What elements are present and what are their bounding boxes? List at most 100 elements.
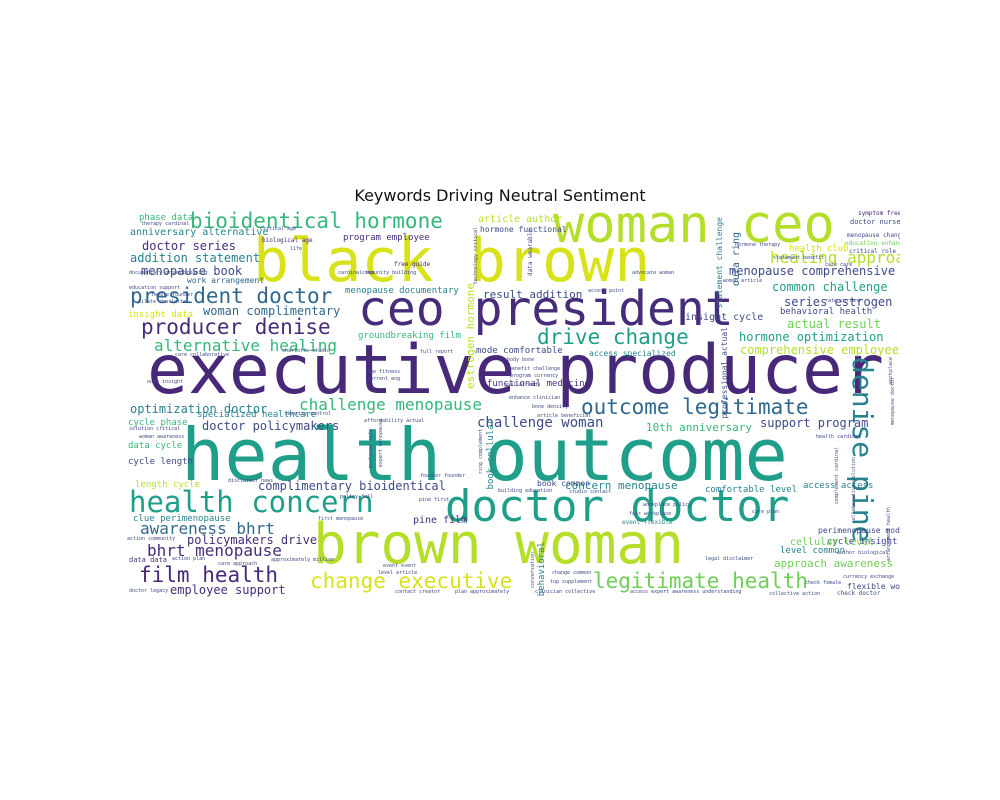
word: cycle phase bbox=[128, 418, 188, 428]
word: health cardinal bbox=[816, 434, 862, 440]
word: first menopause bbox=[318, 516, 364, 522]
word: change executive bbox=[310, 569, 513, 593]
word: hormone therapy bbox=[735, 242, 781, 248]
word-cloud: executive producer health outcome black … bbox=[125, 207, 900, 597]
word: health concern bbox=[129, 485, 374, 519]
word: doctor doctor bbox=[445, 481, 790, 532]
word: pine first bbox=[419, 497, 450, 503]
word: menopause change bbox=[847, 232, 900, 239]
word: level common bbox=[780, 546, 846, 556]
word: cardinal top bbox=[338, 270, 375, 276]
word: community building bbox=[362, 270, 417, 276]
word: denise pine bbox=[846, 357, 879, 543]
word: building education bbox=[498, 488, 553, 494]
word: program employee bbox=[343, 233, 430, 243]
word: article author bbox=[478, 214, 563, 225]
word: care plan bbox=[752, 509, 780, 515]
word: program currency bbox=[510, 373, 559, 379]
word: workplace bbox=[888, 357, 894, 385]
word: policymakers drive bbox=[187, 533, 318, 547]
word: affordability actual bbox=[364, 418, 425, 424]
word: access access bbox=[803, 481, 874, 491]
word: action community bbox=[127, 536, 176, 542]
word: work arrangement bbox=[187, 276, 265, 285]
word: insight data bbox=[128, 310, 194, 320]
word: brown woman bbox=[313, 512, 684, 577]
word: anniversary alternative bbox=[130, 227, 269, 238]
word: menopause doctor bbox=[890, 377, 896, 426]
word: behavioral health bbox=[780, 307, 873, 317]
word: producer denise bbox=[141, 315, 331, 339]
word: top supplement bbox=[550, 579, 593, 585]
word: oura insight bbox=[147, 379, 184, 385]
word: legitimate health bbox=[593, 569, 808, 593]
word: documentary groundbreaking bbox=[129, 270, 208, 276]
word: policy full bbox=[340, 494, 374, 500]
word: statement challenge bbox=[715, 217, 724, 309]
word: complimentary bioidentical bbox=[258, 479, 446, 493]
word: insight cycle bbox=[685, 312, 764, 323]
word: arrangement health bbox=[886, 507, 892, 562]
word: book common bbox=[537, 479, 590, 488]
word: doctor series bbox=[142, 239, 236, 253]
word: outcome legitimate bbox=[581, 395, 809, 419]
word: care approach bbox=[218, 561, 258, 567]
word: woman complimentary bbox=[203, 304, 341, 318]
word: disclaimer news bbox=[228, 478, 274, 484]
word: actual result bbox=[787, 317, 881, 331]
word: alternative healing bbox=[154, 336, 338, 355]
word: biological age bbox=[262, 237, 313, 244]
word: studio contact bbox=[569, 489, 612, 495]
word: woman awareness bbox=[139, 434, 185, 440]
word: comprehensive employee bbox=[740, 343, 899, 357]
word: symptom free bbox=[858, 210, 900, 217]
word: doctor nurse bbox=[850, 218, 900, 226]
word: level article bbox=[378, 570, 418, 576]
word: plan approximately bbox=[455, 589, 510, 595]
word: enhance clinician bbox=[509, 395, 561, 401]
word: menopause comprehensive bbox=[729, 264, 896, 278]
word: access specialized bbox=[589, 349, 676, 358]
word: event flexible bbox=[622, 519, 673, 526]
word: collaborative solution bbox=[851, 457, 857, 524]
word: author biological bbox=[837, 550, 889, 556]
word: health outcome bbox=[181, 413, 788, 497]
word: complement cardinal bbox=[834, 447, 840, 505]
word: founder founder bbox=[420, 473, 466, 479]
word: bone density bbox=[532, 404, 569, 410]
word: currency exchange bbox=[843, 574, 895, 580]
word: life bbox=[290, 246, 303, 252]
word: specialized healthcare bbox=[197, 410, 317, 420]
word: healing approach bbox=[770, 248, 900, 267]
word: perimenopause mode bbox=[818, 526, 900, 535]
word: cycle insight bbox=[827, 537, 898, 547]
word: groundbreaking film bbox=[358, 331, 461, 341]
word: change common bbox=[552, 570, 592, 576]
word: hormone functional bbox=[480, 225, 567, 234]
word: doctor policymakers bbox=[202, 419, 340, 433]
word: check female bbox=[805, 580, 842, 586]
word: clinician collective bbox=[535, 589, 596, 595]
word: functional medicine bbox=[487, 379, 590, 389]
word: contact creator bbox=[395, 589, 441, 595]
word: care care bbox=[825, 262, 853, 268]
word: awareness bhrt bbox=[140, 519, 275, 538]
word: professional actual bbox=[720, 327, 729, 419]
word: book cellular bbox=[486, 419, 496, 490]
word: comfortable level bbox=[705, 485, 798, 495]
word: goal already bbox=[504, 382, 541, 388]
word: addition statement bbox=[130, 251, 261, 265]
word: access expert awareness understanding bbox=[630, 589, 742, 595]
word: approximately million bbox=[271, 557, 335, 563]
word: body bone bbox=[507, 357, 535, 363]
word: article beneficial bbox=[537, 413, 592, 419]
word: common challenge bbox=[772, 280, 888, 294]
word: concern menopause bbox=[565, 479, 678, 492]
word: menopause book bbox=[141, 264, 243, 278]
word: woman ceo bbox=[553, 207, 835, 255]
word: fair workplace bbox=[629, 511, 672, 517]
word: expert menopause bbox=[378, 419, 384, 468]
word: legal disclaimer bbox=[705, 556, 754, 562]
word: bioidentical hormone bbox=[190, 209, 443, 233]
word: full report bbox=[420, 349, 454, 355]
